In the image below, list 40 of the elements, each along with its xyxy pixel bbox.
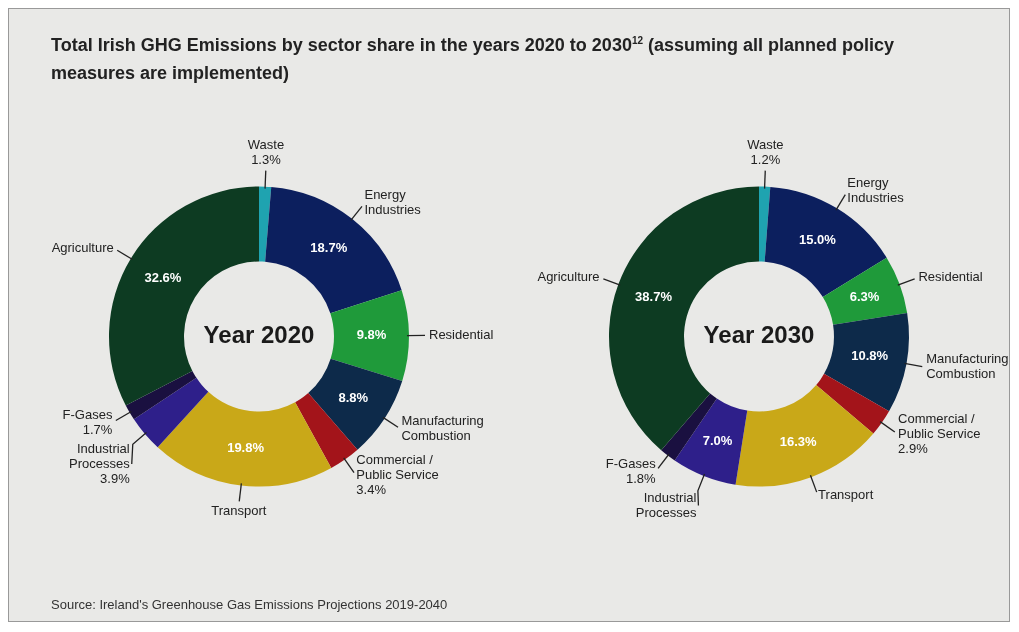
slice-label: Energy Industries	[847, 175, 905, 206]
data-label: 3.9%	[100, 470, 131, 486]
slice-label: Manufacturing Combustion	[926, 351, 1009, 382]
data-label: 19.8%	[227, 439, 265, 455]
slice-label: Commercial / Public Service	[356, 452, 439, 483]
data-label: 10.8%	[851, 348, 889, 364]
data-label: 2.9%	[898, 440, 929, 456]
data-label: 32.6%	[144, 269, 182, 285]
slice-label: F-Gases	[62, 406, 113, 422]
data-label: 6.3%	[849, 288, 880, 304]
slice-label: Manufacturing Combustion	[401, 413, 484, 444]
data-label: 1.7%	[82, 421, 113, 437]
slice-label: Residential	[918, 268, 983, 284]
slice-label: Commercial / Public Service	[898, 410, 981, 441]
source-note: Source: Ireland's Greenhouse Gas Emissions Projections 2019-2040	[51, 597, 448, 612]
text: Year 2020	[203, 321, 315, 349]
data-label: 18.7%	[310, 239, 348, 255]
slice-label: Agriculture	[51, 239, 114, 255]
slice-label: F-Gases	[605, 455, 657, 471]
slice-label: Industrial Processes	[69, 440, 131, 471]
slice-label: Industrial Processes	[635, 489, 697, 520]
data-label: 9.8%	[356, 327, 387, 343]
slice-label: Residential	[429, 327, 494, 343]
chart-title: Total Irish GHG Emissions by sector share in the years 2020 to 2030$^{12}$ (assuming all planned policy measures are implemented)	[51, 35, 895, 83]
data-label: 7.0%	[702, 432, 733, 448]
slice-label: Transport	[211, 503, 267, 519]
slice-label: Transport	[818, 487, 874, 503]
text: Year 2030	[703, 321, 815, 349]
data-label: 16.3%	[779, 433, 817, 449]
data-label: 1.8%	[626, 470, 657, 486]
data-label: 38.7%	[635, 288, 673, 304]
data-label: 15.0%	[799, 231, 837, 247]
slice-label: Agriculture	[537, 268, 600, 284]
data-label: 1.3%	[251, 151, 282, 167]
data-label: 8.8%	[338, 389, 369, 405]
data-label: 1.2%	[750, 151, 781, 167]
slice-label: Waste	[747, 136, 784, 152]
slice-label: Waste	[247, 136, 285, 152]
slice-label: Energy Industries	[364, 187, 422, 218]
data-label: 3.4%	[356, 482, 387, 498]
